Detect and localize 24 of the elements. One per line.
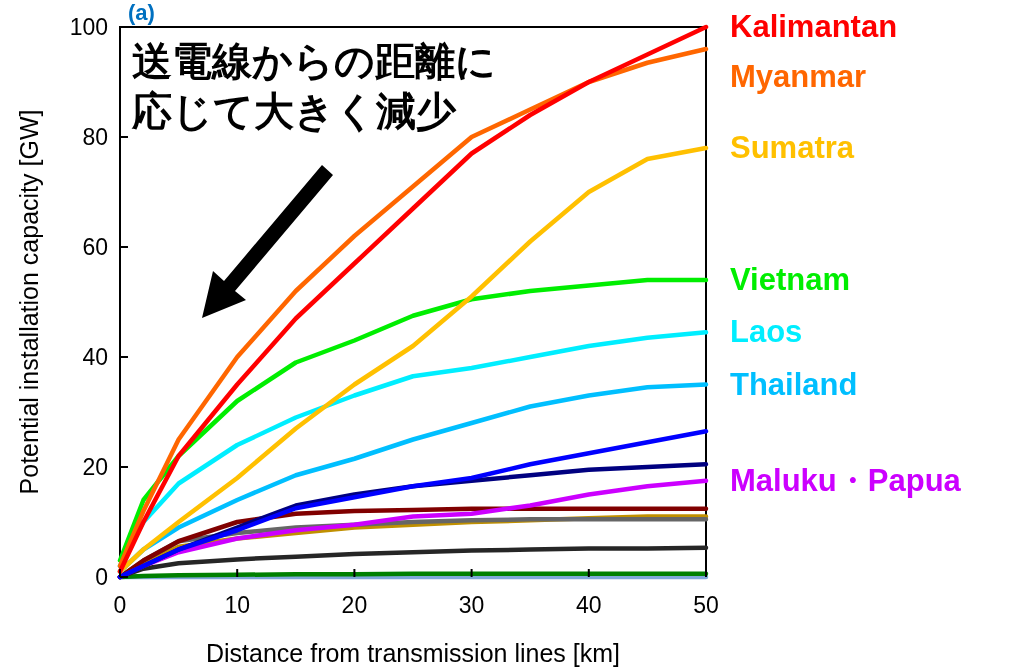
y-tick-label: 100	[69, 14, 108, 40]
x-tick-label: 40	[576, 592, 602, 618]
y-tick-label: 80	[82, 124, 108, 150]
series-label: Myanmar	[730, 59, 867, 94]
x-tick-label: 30	[458, 592, 485, 618]
x-tick-label: 50	[693, 592, 719, 618]
series-label: Thailand	[730, 366, 858, 402]
y-tick-label: 20	[82, 454, 108, 480]
line-series	[117, 429, 709, 580]
x-axis-title: Distance from transmission lines [km]	[205, 639, 621, 667]
y-tick-label: 60	[82, 234, 108, 260]
annotation: 送電線からの距離に応じて大きく減少	[131, 39, 496, 133]
series-label: Vietnam	[730, 262, 851, 297]
series-label: Laos	[730, 314, 803, 350]
y-axis-title: Potential installation capacity [GW]	[15, 109, 43, 495]
text: (a)	[128, 0, 155, 25]
y-tick-label: 40	[82, 344, 108, 370]
y-tick-label: 0	[95, 564, 108, 590]
series-label: Kalimantan	[730, 9, 898, 44]
series-label: Sumatra	[730, 130, 855, 165]
x-tick-label: 10	[224, 592, 250, 618]
x-tick-label: 20	[341, 592, 368, 618]
series-label: Maluku・Papua	[730, 462, 962, 498]
x-tick-label: 0	[113, 592, 127, 618]
